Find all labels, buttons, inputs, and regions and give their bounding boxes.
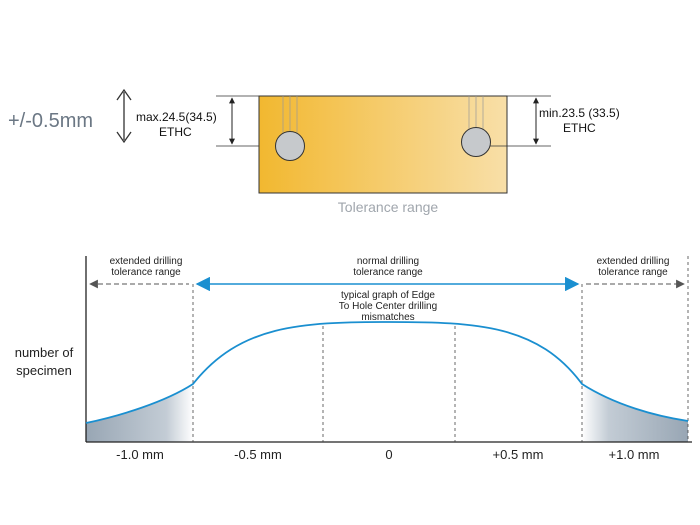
- ext-left-label-2: tolerance range: [111, 267, 181, 278]
- ext-left-label-1: extended drilling: [110, 256, 183, 267]
- right-dim-line1: min.23.5 (33.5): [539, 106, 620, 120]
- xtick-label: +1.0 mm: [609, 447, 660, 462]
- ylabel-1: number of: [15, 345, 74, 360]
- drill-hole-right: [461, 96, 491, 157]
- ext-right-label-2: tolerance range: [598, 267, 668, 278]
- drill-hole-left: [275, 96, 305, 161]
- xtick-label: -0.5 mm: [234, 447, 282, 462]
- right-dim-line2: ETHC: [563, 121, 596, 135]
- curve-label-2: To Hole Center drilling: [339, 301, 437, 312]
- curve-label-1: typical graph of Edge: [341, 290, 435, 301]
- tolerance-caption: Tolerance range: [338, 199, 439, 215]
- xtick-label: +0.5 mm: [493, 447, 544, 462]
- xtick-label: 0: [385, 447, 392, 462]
- double-arrow-icon: [116, 88, 132, 144]
- ext-right-label-1: extended drilling: [597, 256, 670, 267]
- xtick-label: -1.0 mm: [116, 447, 164, 462]
- normal-label-1: normal drilling: [357, 256, 419, 267]
- curve-label-3: mismatches: [361, 312, 414, 323]
- normal-label-2: tolerance range: [353, 267, 423, 278]
- tolerance-value: +/-0.5mm: [8, 110, 93, 132]
- ylabel-2: specimen: [16, 363, 72, 378]
- distribution-curve: [85, 321, 689, 424]
- left-dim-line1: max.24.5(34.5): [136, 110, 217, 124]
- left-dim-line2: ETHC: [159, 125, 192, 139]
